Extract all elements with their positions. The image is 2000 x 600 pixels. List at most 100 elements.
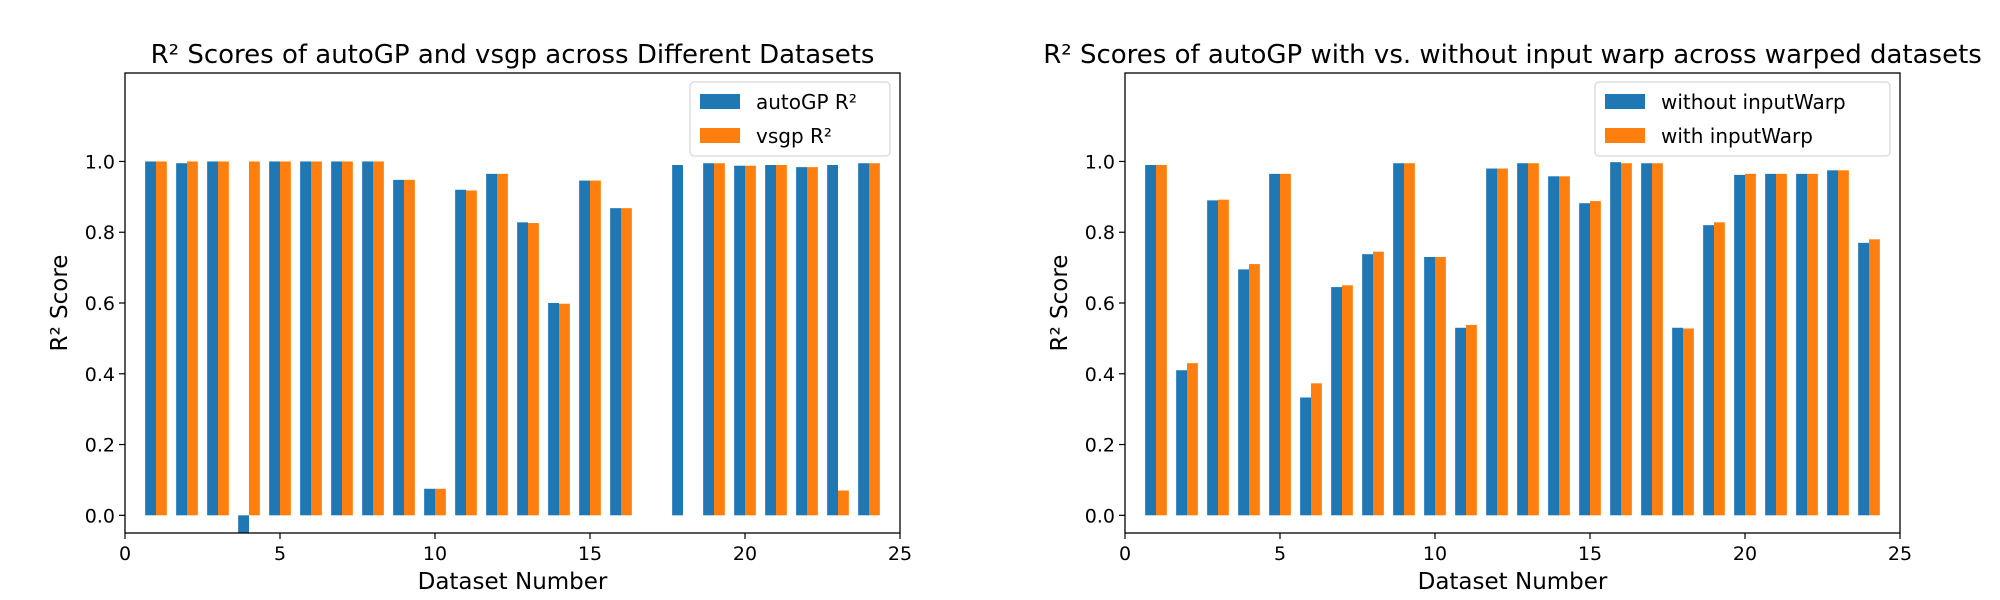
x-tick-label: 10 [1423,543,1447,565]
y-tick-label: 0.8 [1085,222,1115,244]
bar-series-b-dataset-9 [1404,163,1415,516]
bar-series-a-dataset-2 [1176,370,1187,516]
bar-series-b-dataset-17 [1652,163,1663,516]
bar-series-a-dataset-6 [1300,397,1311,516]
legend-swatch-series-a [1605,94,1645,109]
bar-series-a-dataset-14 [548,303,559,516]
bar-series-a-dataset-23 [1827,170,1838,516]
bar-series-a-dataset-15 [579,180,590,516]
bar-series-a-dataset-14 [1548,176,1559,516]
bar-series-b-dataset-8 [1373,251,1384,516]
bar-series-b-dataset-1 [156,161,167,516]
bar-series-a-dataset-7 [1331,287,1342,516]
bar-series-a-dataset-5 [1269,173,1280,516]
bar-series-b-dataset-24 [869,163,880,516]
y-tick-label: 0.6 [1085,293,1115,315]
x-tick-label: 25 [888,543,912,565]
bar-series-b-dataset-16 [1621,163,1632,516]
bar-series-a-dataset-10 [424,488,435,516]
x-tick-label: 15 [1578,543,1602,565]
y-tick-label: 0.4 [85,364,115,386]
bar-series-b-dataset-4 [1249,264,1260,516]
bar-series-b-dataset-21 [776,165,787,516]
bar-series-a-dataset-11 [1455,327,1466,516]
bar-series-b-dataset-7 [342,161,353,516]
x-tick-label: 5 [274,543,286,565]
bar-series-a-dataset-15 [1579,203,1590,516]
bar-series-a-dataset-16 [1610,162,1621,516]
bar-series-a-dataset-23 [827,165,838,516]
legend-label-series-a: without inputWarp [1661,90,1846,114]
bar-series-b-dataset-22 [1807,173,1818,516]
bar-series-a-dataset-8 [1362,254,1373,516]
legend-swatch-series-b [700,128,740,143]
bar-series-a-dataset-6 [300,161,311,516]
bar-series-a-dataset-9 [393,179,404,516]
bar-series-b-dataset-14 [559,303,570,516]
bar-series-b-dataset-6 [311,161,322,516]
y-tick-label: 0.4 [1085,364,1115,386]
bar-series-b-dataset-15 [1590,201,1601,516]
bar-series-b-dataset-3 [218,161,229,516]
legend: autoGP R² vsgp R² [689,81,891,157]
bar-series-a-dataset-24 [1858,242,1869,516]
legend-label-series-a: autoGP R² [756,90,857,114]
bar-series-a-dataset-3 [207,161,218,516]
bar-series-b-dataset-11 [466,190,477,516]
y-tick-label: 1.0 [85,151,115,173]
bar-series-a-dataset-24 [858,163,869,516]
bar-series-b-dataset-7 [1342,285,1353,516]
bar-series-b-dataset-24 [1869,239,1880,516]
bar-series-b-dataset-2 [1187,363,1198,516]
bar-series-a-dataset-1 [145,161,156,516]
legend-frame [1594,81,1891,157]
bar-series-a-dataset-7 [331,161,342,516]
chart-title: R² Scores of autoGP with vs. without inp… [1043,40,1982,70]
bar-series-a-dataset-9 [1393,163,1404,516]
bar-series-a-dataset-13 [517,222,528,516]
bar-series-a-dataset-19 [703,163,714,516]
bar-series-b-dataset-20 [745,165,756,516]
y-tick-label: 1.0 [1085,151,1115,173]
bar-series-b-dataset-10 [1435,257,1446,516]
chart-autogp-vs-vsgp: R² Scores of autoGP and vsgp across Diff… [47,40,912,595]
bar-series-a-dataset-4 [238,515,249,533]
chart-title: R² Scores of autoGP and vsgp across Diff… [151,40,875,70]
legend: without inputWarp with inputWarp [1594,81,1891,157]
y-axis-label: R² Score [47,255,73,352]
bar-series-b-dataset-8 [373,161,384,516]
bar-series-b-dataset-3 [1218,199,1229,516]
bar-series-b-dataset-19 [714,163,725,516]
bar-series-a-dataset-12 [1486,168,1497,516]
bar-series-b-dataset-16 [621,208,632,516]
x-tick-label: 15 [578,543,602,565]
bar-series-a-dataset-19 [1703,225,1714,516]
bar-series-b-dataset-5 [1280,173,1291,516]
y-tick-label: 0.8 [85,222,115,244]
bar-series-b-dataset-14 [1559,176,1570,516]
bar-series-a-dataset-22 [796,167,807,516]
bar-series-a-dataset-17 [1641,163,1652,516]
x-axis-label: Dataset Number [1418,569,1608,595]
bar-series-a-dataset-4 [1238,269,1249,516]
legend-label-series-b: vsgp R² [756,124,832,148]
legend-swatch-series-a [700,94,740,109]
x-tick-label: 20 [1733,543,1757,565]
bar-series-a-dataset-21 [1765,173,1776,516]
y-tick-label: 0.2 [1085,435,1115,457]
bar-series-b-dataset-9 [404,179,415,516]
bar-series-a-dataset-20 [1734,174,1745,516]
x-tick-label: 10 [423,543,447,565]
chart-inputwarp-comparison: R² Scores of autoGP with vs. without inp… [1043,40,1982,595]
bar-series-b-dataset-23 [1838,170,1849,516]
bar-series-a-dataset-21 [765,165,776,516]
bar-series-b-dataset-13 [528,223,539,516]
y-tick-label: 0.0 [1085,505,1115,527]
bar-series-a-dataset-8 [362,161,373,516]
bar-series-b-dataset-11 [1466,324,1477,516]
bar-series-b-dataset-6 [1311,383,1322,516]
y-axis-label: R² Score [1047,255,1073,352]
bar-series-a-dataset-18 [1672,327,1683,516]
x-axis-label: Dataset Number [418,569,608,595]
